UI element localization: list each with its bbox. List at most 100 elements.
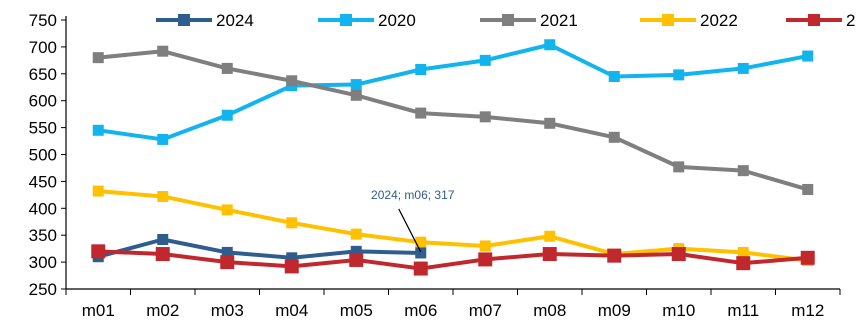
data-point [220, 255, 235, 270]
data-point [350, 89, 362, 101]
x-tick-label: m03 [211, 301, 244, 320]
data-point [286, 252, 298, 264]
legend-swatch-marker [502, 14, 514, 26]
data-point [92, 185, 104, 197]
legend-item-2022: 2022 [640, 11, 738, 30]
x-tick-label: m07 [469, 301, 502, 320]
y-tick-label: 250 [29, 280, 57, 299]
data-point [479, 240, 491, 252]
y-tick-label: 500 [29, 146, 57, 165]
x-tick-label: m11 [727, 301, 759, 320]
annotation-label: 2024; m06; 317 [371, 188, 455, 202]
data-point [92, 52, 104, 64]
data-point [415, 247, 427, 259]
data-point [415, 236, 427, 248]
data-point [737, 165, 749, 177]
x-tick-label: m08 [533, 301, 566, 320]
data-point [608, 70, 620, 82]
y-tick-label: 350 [29, 226, 57, 245]
data-point [413, 261, 428, 276]
x-tick-label: m02 [146, 301, 179, 320]
x-tick-label: m06 [404, 301, 437, 320]
data-point [479, 54, 491, 66]
data-point [350, 245, 362, 257]
data-point [673, 161, 685, 173]
y-tick-label: 750 [29, 11, 57, 30]
legend-swatch-marker [340, 14, 352, 26]
legend: 2024 2020 2021 2022 2023 [156, 11, 856, 30]
data-point [221, 246, 233, 258]
data-point [286, 217, 298, 229]
data-point [671, 247, 686, 262]
data-point [544, 39, 556, 51]
y-tick-label: 600 [29, 92, 57, 111]
x-tick-label: m01 [82, 301, 115, 320]
data-point [221, 109, 233, 121]
data-point [157, 190, 169, 202]
data-point [800, 250, 815, 265]
data-point [737, 62, 749, 74]
data-point [157, 45, 169, 57]
series-line-2024 [97, 237, 421, 260]
data-point [673, 69, 685, 81]
y-tick-label: 550 [29, 119, 57, 138]
legend-item-2020: 2020 [318, 11, 416, 30]
data-point [478, 252, 493, 267]
x-tick-label: m05 [340, 301, 373, 320]
data-point [608, 131, 620, 143]
series-line-2022 [98, 189, 808, 263]
data-point [350, 79, 362, 91]
data-point [221, 62, 233, 74]
legend-item-2021: 2021 [480, 11, 578, 30]
annotations: 2024; m06; 317 [371, 188, 455, 253]
data-point [284, 259, 299, 274]
data-point [802, 183, 814, 195]
x-tick-label: m09 [598, 301, 631, 320]
data-point [92, 124, 104, 136]
y-tick-label: 400 [29, 199, 57, 218]
legend-label: 2022 [700, 11, 738, 30]
legend-label: 2020 [378, 11, 416, 30]
data-point [802, 50, 814, 62]
data-point [542, 247, 557, 262]
series-2023 [91, 244, 815, 276]
legend-item-2023: 2023 [786, 11, 856, 30]
x-tick-label: m10 [662, 301, 695, 320]
data-point [157, 234, 169, 246]
data-point [736, 256, 751, 271]
data-point [544, 230, 556, 242]
legend-swatch-marker [178, 14, 190, 26]
series-2020 [92, 39, 814, 145]
data-point [157, 133, 169, 145]
legend-swatch-marker [662, 14, 674, 26]
data-point [350, 228, 362, 240]
series-lines [91, 39, 815, 276]
data-point [349, 252, 364, 267]
y-tick-label: 700 [29, 38, 57, 57]
series-line-2020 [97, 42, 809, 142]
data-point [91, 244, 106, 259]
legend-item-2024: 2024 [156, 11, 254, 30]
x-tick-label: m04 [275, 301, 308, 320]
y-tick-label: 650 [29, 65, 57, 84]
x-tick-label: m12 [791, 301, 824, 320]
legend-label: 2021 [540, 11, 578, 30]
axes: 250 300 350 400 450 500 550 600 650 700 750 m01 m02 m… [29, 11, 841, 320]
data-point [737, 246, 749, 258]
y-tick-label: 450 [29, 172, 57, 191]
legend-label: 2024 [216, 11, 254, 30]
series-2021 [92, 45, 814, 195]
y-tick-label: 300 [29, 253, 57, 272]
data-point [286, 75, 298, 87]
series-line-2023 [98, 249, 808, 271]
data-point [607, 248, 622, 263]
annotation-leader-line [398, 208, 422, 253]
legend-swatch-marker [808, 14, 820, 26]
data-point [544, 117, 556, 129]
legend-label: 2023 [846, 11, 856, 30]
data-point [221, 204, 233, 216]
data-point [415, 63, 427, 75]
data-point [479, 111, 491, 123]
